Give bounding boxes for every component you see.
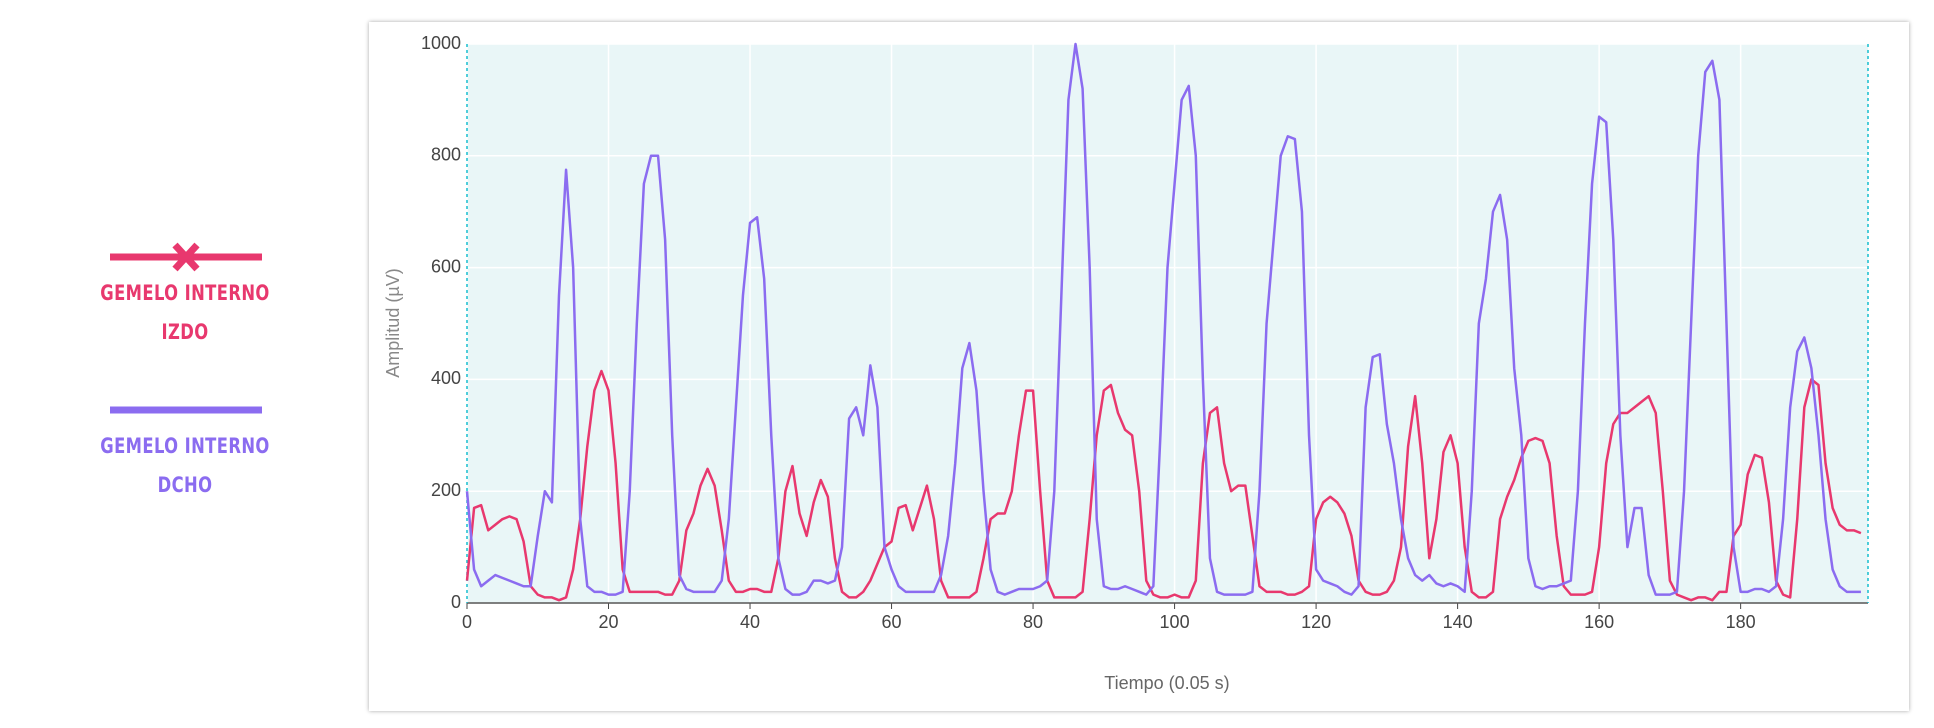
y-tick-label: 800 [431,145,461,165]
y-axis-title: Amplitud (µV) [383,268,403,377]
x-tick-label: 140 [1443,612,1473,632]
x-tick-label: 180 [1726,612,1756,632]
legend-hidden-mark [172,242,200,272]
x-tick-label: 160 [1584,612,1614,632]
y-tick-label: 0 [451,592,461,612]
chart-card: Tiempo (0.05 s) Amplitud (µV) 0 200 400 600… [369,22,1909,711]
x-tick-label: 120 [1301,612,1331,632]
chart: Tiempo (0.05 s) Amplitud (µV) 0200400600… [383,33,1869,693]
legend-item[interactable]: GEMELO INTERNO IZDO [85,240,285,352]
legend-label: GEMELO INTERNO DCHO [100,434,270,497]
series-line [465,369,1862,602]
x-tick-label: 20 [598,612,618,632]
y-tick-label: 600 [431,256,461,276]
y-tick-label: 200 [431,480,461,500]
y-tick-label: 400 [431,368,461,388]
y-tick-label: 1000 [421,33,461,53]
x-axis-title: Tiempo (0.05 s) [1104,673,1229,693]
series-line [465,42,1861,596]
legend-swatch [110,242,262,272]
x-tick-label: 60 [882,612,902,632]
x-tick-label: 80 [1023,612,1043,632]
x-tick-label: 40 [740,612,760,632]
legend-item[interactable]: GEMELO INTERNO DCHO [85,393,285,505]
x-tick-label: 0 [462,612,472,632]
legend-label: GEMELO INTERNO IZDO [100,281,270,344]
x-tick-label: 100 [1160,612,1190,632]
legend-swatch [110,406,262,414]
